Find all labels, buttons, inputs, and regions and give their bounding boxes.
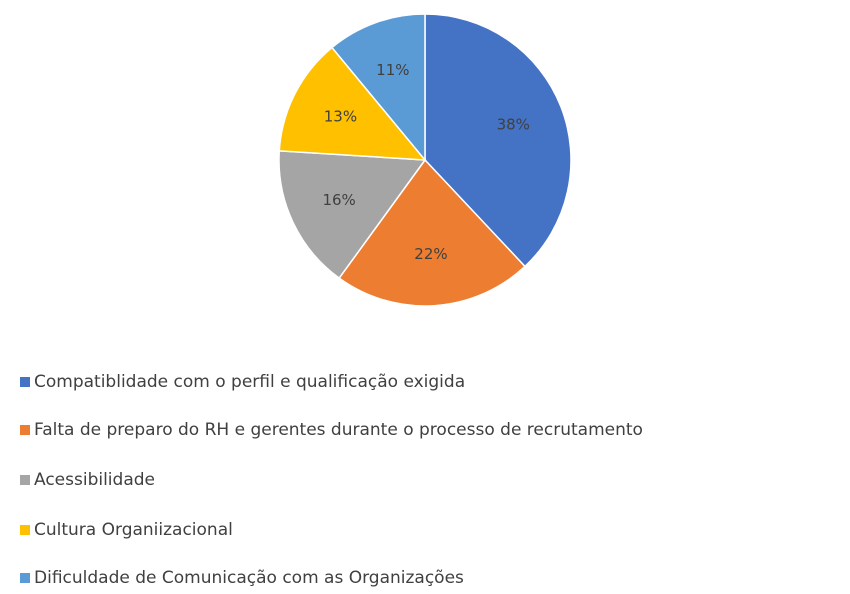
pie-slice <box>330 13 426 163</box>
data-label: 11% <box>376 61 409 79</box>
data-label: 38% <box>497 116 530 134</box>
legend-label: Acessibilidade <box>34 470 155 490</box>
legend-swatch <box>20 573 30 583</box>
pie-slice <box>278 150 427 280</box>
pie-slice <box>338 158 527 307</box>
legend-label: Cultura Organiizacional <box>34 520 233 540</box>
pie-slice <box>424 13 572 268</box>
legend-swatch <box>20 377 30 387</box>
data-label: 22% <box>414 245 447 263</box>
legend-swatch <box>20 425 30 435</box>
legend-label: Dificuldade de Comunicação com as Organi… <box>34 568 464 588</box>
legend-swatch <box>20 525 30 535</box>
pie-slice <box>278 46 427 161</box>
data-label: 16% <box>322 191 355 209</box>
data-label: 13% <box>324 107 357 125</box>
legend-label: Compatiblidade com o perfil e qualificaç… <box>34 372 465 392</box>
legend-swatch <box>20 475 30 485</box>
legend-label: Falta de preparo do RH e gerentes durant… <box>34 420 643 440</box>
